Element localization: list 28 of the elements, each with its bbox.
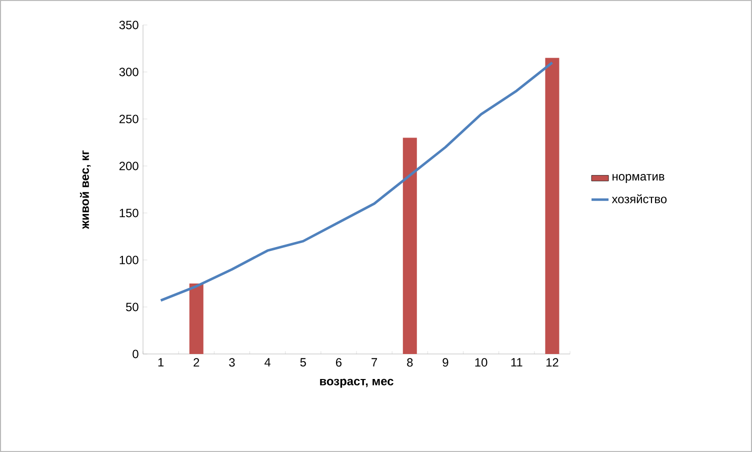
legend-label: норматив [612,174,664,183]
y-axis-title: живой вес, кг [80,150,91,230]
y-tick-label: 250 [119,114,138,124]
x-tick-label: 5 [300,358,306,367]
x-tick-label: 6 [336,358,342,367]
x-tick-label: 7 [372,358,378,366]
y-tick-label: 50 [126,302,138,312]
legend-label: хозяйство [612,194,667,204]
bar [545,58,560,354]
x-tick-label: 2 [194,358,200,367]
y-tick-label: 200 [119,162,138,170]
x-tick-label: 3 [229,358,235,367]
y-tick-label: 300 [119,68,138,76]
x-tick-label: 4 [264,358,271,366]
line-series [160,61,554,302]
y-tick-label: 100 [120,256,138,264]
x-tick-label: 8 [407,358,413,367]
bar [189,283,204,354]
x-tick-label: 9 [442,358,448,367]
x-tick-label: 10 [475,358,488,367]
x-tick-label: 1 [158,358,164,366]
x-axis-title: возраст, мес [320,378,394,388]
bar [402,138,417,354]
y-tick-label: 150 [120,208,138,218]
y-tick-label: 0 [132,350,138,358]
x-tick-label: 11 [511,358,522,366]
y-tick-label: 350 [119,20,138,30]
x-tick-label: 12 [546,358,558,367]
